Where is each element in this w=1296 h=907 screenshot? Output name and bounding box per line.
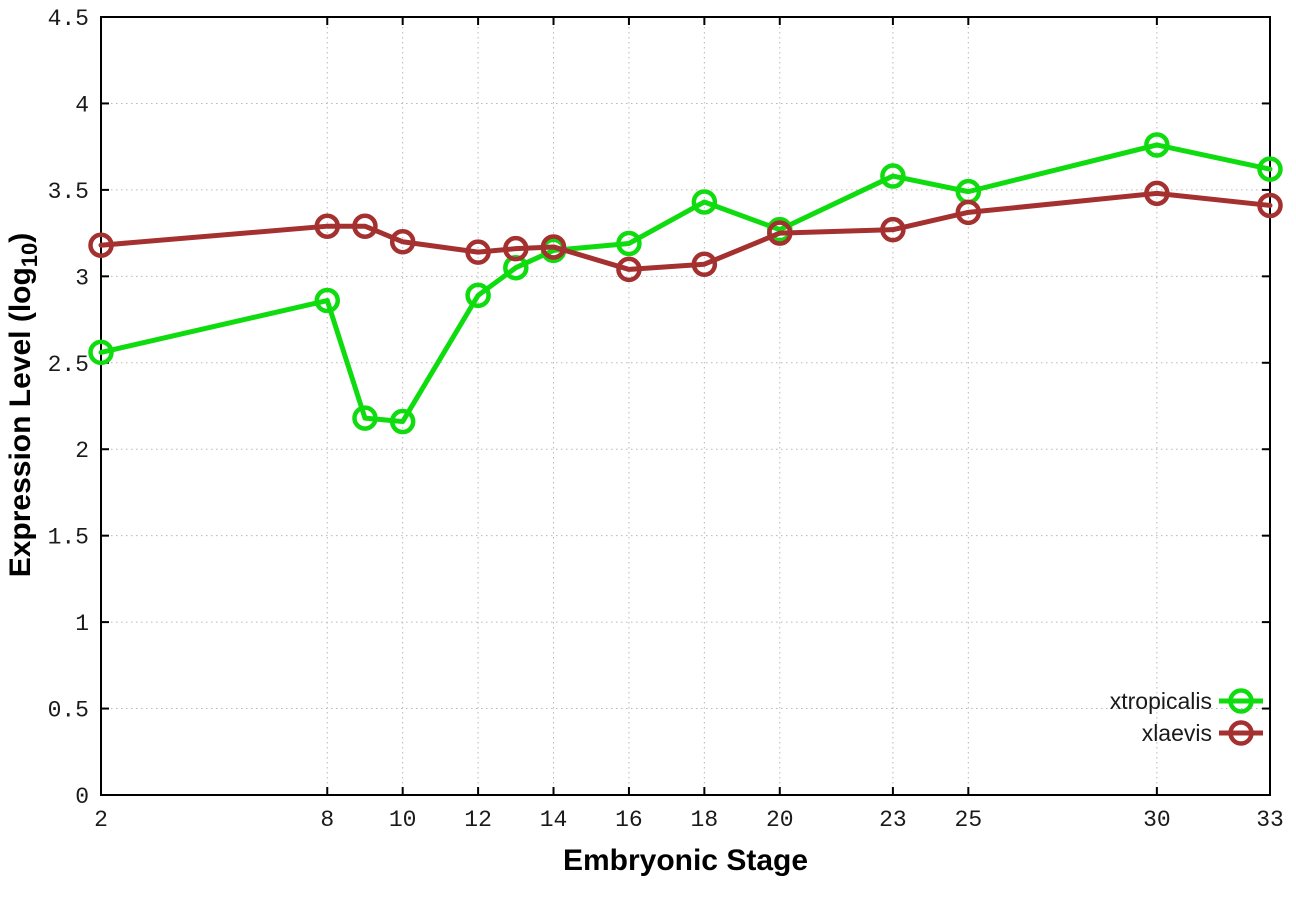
x-tick-label: 10	[389, 807, 417, 833]
y-axis-title: Expression Level (log10)	[4, 233, 42, 578]
y-axis-title-text: Expression Level (log	[4, 267, 37, 577]
data-point-xtropicalis	[1257, 156, 1283, 182]
series-xlaevis	[88, 180, 1283, 283]
plot-border	[100, 16, 1271, 796]
data-point-xlaevis	[88, 232, 114, 258]
x-axis-title: Embryonic Stage	[563, 844, 808, 877]
y-axis-title-subscript: 10	[17, 243, 42, 267]
y-tick-label: 4	[75, 92, 89, 118]
y-axis-title-close: )	[4, 233, 37, 243]
data-point-xlaevis	[465, 239, 491, 265]
data-point-xtropicalis	[1144, 132, 1170, 158]
data-point-xlaevis	[540, 234, 567, 260]
y-tick-label: 2.5	[48, 352, 89, 378]
data-point-xlaevis	[503, 235, 529, 262]
series-xtropicalis	[88, 132, 1283, 435]
data-point-xtropicalis	[352, 405, 378, 431]
data-point-xtropicalis	[691, 189, 718, 215]
data-point-xtropicalis	[389, 408, 416, 435]
data-point-xlaevis	[352, 213, 378, 239]
x-tick-label: 8	[320, 807, 334, 833]
legend-label-xtropicalis: xtropicalis	[1110, 688, 1212, 714]
y-tick-label: 3.5	[48, 179, 89, 205]
data-point-xlaevis	[955, 199, 982, 226]
data-point-xlaevis	[691, 251, 718, 277]
data-point-xlaevis	[1144, 180, 1170, 207]
data-point-xlaevis	[616, 256, 642, 283]
data-point-xtropicalis	[88, 339, 114, 366]
y-tick-label: 2	[75, 438, 89, 464]
x-tick-label: 16	[615, 807, 643, 833]
x-tick-label: 30	[1143, 807, 1171, 833]
y-tick-label: 4.5	[48, 6, 89, 32]
legend: xtropicalis xlaevis	[1110, 688, 1263, 746]
tick-marks	[100, 16, 1271, 796]
x-tick-label: 18	[691, 807, 719, 833]
data-point-xlaevis	[389, 229, 416, 255]
data-point-xtropicalis	[465, 282, 491, 309]
y-tick-label: 0	[75, 784, 89, 810]
x-tick-label: 14	[540, 807, 568, 833]
data-point-xtropicalis	[880, 163, 906, 189]
x-tick-label: 25	[955, 807, 983, 833]
x-tick-label: 33	[1256, 807, 1284, 833]
legend-label-xlaevis: xlaevis	[1142, 720, 1212, 746]
x-tick-label: 2	[94, 807, 108, 833]
x-tick-label: 20	[766, 807, 794, 833]
series-line-xtropicalis	[98, 142, 1273, 425]
y-tick-label: 0.5	[48, 698, 89, 724]
x-tick-label: 12	[464, 807, 492, 833]
y-tick-label: 1.5	[48, 525, 89, 551]
data-point-xtropicalis	[616, 230, 642, 257]
data-point-xlaevis	[314, 213, 341, 239]
data-point-xlaevis	[880, 216, 906, 243]
series-line-xlaevis	[98, 190, 1273, 272]
y-tick-label: 1	[75, 611, 89, 637]
y-tick-label: 3	[75, 265, 89, 291]
legend-marker-sample	[1228, 720, 1254, 746]
data-point-xlaevis	[767, 220, 793, 246]
legend-marker-sample	[1228, 688, 1254, 714]
x-tick-label: 23	[879, 807, 907, 833]
data-point-xlaevis	[1257, 192, 1283, 219]
data-point-xtropicalis	[314, 287, 341, 314]
